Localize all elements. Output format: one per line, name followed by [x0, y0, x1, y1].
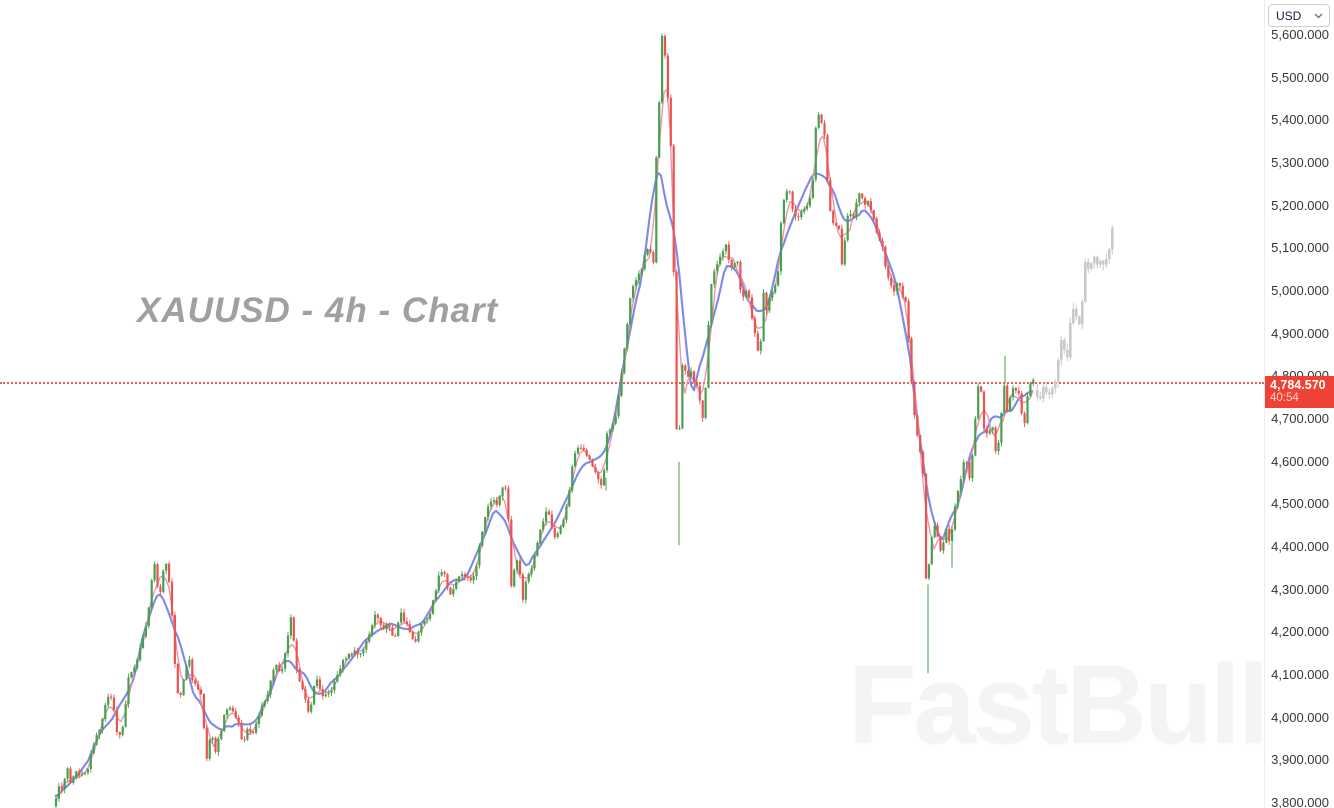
price-axis-tick: 4,900.000 — [1271, 325, 1329, 341]
symbol-watermark: XAUUSD - 4h - Chart — [137, 291, 499, 330]
price-axis-tick: 5,500.000 — [1271, 69, 1329, 85]
ma-fast-line — [54, 88, 1034, 802]
currency-dropdown-value: USD — [1276, 8, 1302, 23]
price-axis-tick: 4,300.000 — [1271, 581, 1329, 597]
ma-slow-line — [54, 171, 1034, 798]
price-axis-tick: 4,100.000 — [1271, 667, 1329, 682]
price-axis-tick: 5,300.000 — [1271, 155, 1329, 170]
candle-countdown-timer: 40:54 — [1270, 391, 1299, 404]
price-axis-tick: 4,200.000 — [1271, 624, 1329, 640]
last-price-value: 4,784.570 — [1270, 377, 1326, 392]
last-price-dotted-line — [0, 381, 1264, 384]
price-axis-tick: 5,200.000 — [1271, 197, 1329, 213]
candles-forecast — [1036, 225, 1114, 403]
price-axis-tick: 3,800.000 — [1271, 795, 1329, 808]
price-axis-tick: 5,400.000 — [1271, 112, 1329, 128]
ma-overlays — [54, 88, 1034, 802]
price-axis-tick: 4,700.000 — [1271, 411, 1329, 426]
price-axis-tick: 5,000.000 — [1271, 283, 1329, 298]
currency-dropdown[interactable]: USD — [1268, 4, 1330, 27]
last-price-badge: 4,784.570 40:54 — [1265, 375, 1334, 408]
fastbull-watermark: FastBull — [848, 642, 1269, 767]
price-axis-tick: 4,000.000 — [1271, 709, 1329, 725]
price-axis-tick: 5,600.000 — [1271, 27, 1329, 42]
price-axis-tick: 3,900.000 — [1271, 752, 1329, 768]
chevron-down-icon — [1314, 13, 1323, 19]
price-axis-tick: 4,400.000 — [1271, 539, 1329, 554]
long-wicks — [605, 355, 1006, 674]
price-axis-tick: 4,500.000 — [1271, 496, 1329, 512]
candles-main — [54, 33, 1035, 808]
price-axis-tick: 5,100.000 — [1271, 240, 1329, 256]
price-axis-tick: 4,600.000 — [1271, 453, 1329, 469]
